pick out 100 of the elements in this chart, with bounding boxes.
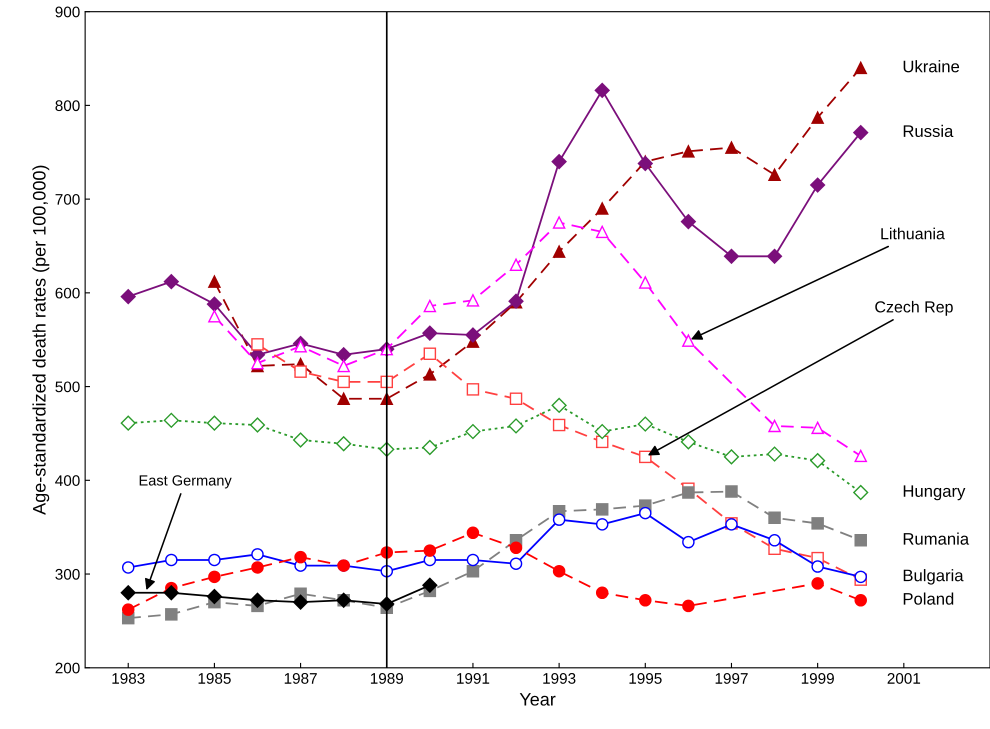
point — [811, 422, 824, 434]
point — [682, 334, 695, 347]
point — [639, 450, 652, 464]
point — [294, 340, 307, 353]
x-tick-label: 1995 — [629, 673, 662, 684]
point — [768, 420, 781, 432]
point — [293, 594, 308, 610]
point — [596, 586, 608, 600]
point — [510, 542, 522, 554]
point — [724, 449, 740, 464]
point — [725, 485, 738, 498]
point — [552, 154, 567, 170]
point — [206, 296, 222, 312]
y-tick-label: 500 — [55, 381, 80, 392]
text: Bulgaria — [904, 569, 964, 585]
point — [853, 125, 868, 140]
point — [337, 392, 350, 406]
point — [596, 436, 608, 448]
point — [208, 275, 221, 288]
point — [638, 416, 653, 432]
point — [206, 588, 222, 604]
point — [251, 548, 264, 561]
point — [164, 585, 179, 600]
point — [766, 446, 782, 462]
y-tick-label: 800 — [55, 100, 80, 112]
point — [854, 534, 867, 547]
point — [854, 450, 867, 462]
point — [465, 424, 481, 440]
point — [810, 453, 826, 468]
point — [854, 594, 867, 607]
point — [596, 202, 608, 215]
point — [552, 398, 567, 413]
point — [810, 177, 826, 193]
x-tick-label: 1985 — [198, 673, 231, 684]
point — [122, 561, 134, 574]
point — [164, 412, 179, 428]
point — [466, 526, 480, 540]
x-tick-label: 1999 — [802, 673, 834, 684]
point — [552, 216, 566, 229]
text: Rumania — [904, 532, 970, 545]
point — [466, 564, 480, 578]
point — [725, 141, 738, 154]
y-tick-label: 300 — [55, 568, 80, 580]
point — [165, 608, 178, 621]
point — [164, 274, 179, 290]
point — [638, 156, 653, 172]
x-tick-label: 1993 — [543, 673, 576, 684]
point — [768, 512, 781, 524]
point — [766, 248, 782, 264]
point — [768, 168, 781, 181]
point — [424, 544, 436, 557]
point — [724, 248, 740, 264]
point — [811, 577, 824, 590]
text: Ukraine — [904, 60, 960, 72]
point — [596, 226, 608, 238]
point — [510, 258, 522, 271]
text: Hungary — [904, 485, 966, 500]
y-tick-label: 700 — [56, 194, 80, 205]
point — [294, 550, 307, 564]
point — [552, 245, 566, 258]
point — [508, 418, 524, 434]
y-tick-label: 400 — [55, 475, 80, 486]
y-axis-title: Age-standardized death rates (per 100,000) — [32, 166, 50, 515]
point — [120, 585, 136, 600]
point — [465, 327, 481, 343]
point — [336, 347, 352, 362]
point — [422, 326, 438, 341]
point — [336, 436, 352, 452]
point — [424, 300, 436, 312]
point — [510, 557, 522, 570]
point — [208, 554, 221, 566]
point — [682, 486, 695, 499]
point — [122, 603, 134, 616]
x-tick-label: 1983 — [112, 673, 145, 684]
point — [682, 145, 695, 158]
point — [854, 570, 867, 584]
point — [596, 518, 608, 531]
point — [682, 600, 695, 612]
point — [552, 418, 566, 432]
text: Russia — [904, 124, 954, 138]
x-tick-label: 1991 — [457, 673, 490, 684]
point — [120, 416, 136, 431]
annotation: East Germany — [140, 475, 232, 488]
point — [250, 417, 266, 433]
x-axis-title: Year — [520, 693, 556, 706]
point — [120, 289, 136, 304]
point — [466, 554, 480, 566]
point — [251, 561, 264, 574]
point — [422, 440, 438, 456]
point — [422, 578, 438, 593]
point — [811, 111, 824, 124]
point — [206, 416, 222, 431]
annotation: Lithuania — [881, 228, 945, 240]
point — [594, 82, 610, 98]
x-tick-label: 2001 — [888, 673, 920, 684]
point — [594, 424, 610, 440]
point — [510, 392, 522, 406]
point — [639, 506, 652, 520]
point — [680, 214, 696, 230]
point — [768, 534, 781, 547]
